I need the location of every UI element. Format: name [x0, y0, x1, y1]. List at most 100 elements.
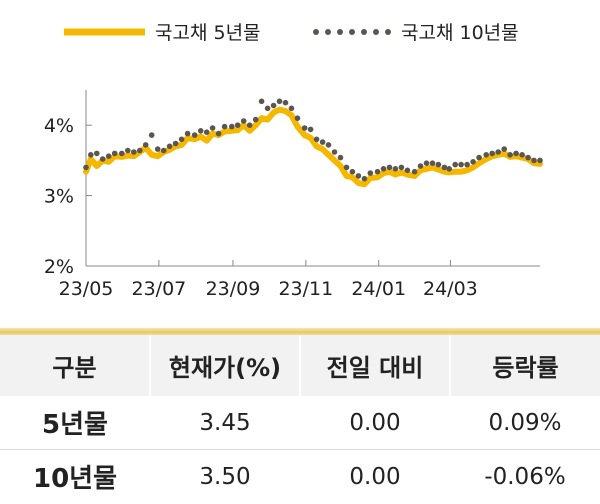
series-point-10y	[197, 128, 204, 134]
series-point-10y	[398, 164, 405, 171]
series-point-10y	[221, 123, 228, 130]
series-point-10y	[83, 164, 89, 171]
series-point-10y	[246, 122, 253, 128]
cell-change-rate: -0.06%	[450, 449, 600, 503]
series-point-10y	[458, 161, 464, 168]
cell-change: 0.00	[349, 409, 401, 436]
series-point-10y	[282, 99, 289, 106]
series-point-10y	[172, 140, 179, 147]
series-point-10y	[270, 102, 277, 109]
series-point-10y	[240, 118, 247, 124]
series-point-10y	[374, 168, 381, 175]
yield-chart: 국고채 5년물 국고채 10년물 2% 3% 4% 23/05 23/07 23/09 2…	[44, 22, 543, 300]
series-point-10y	[137, 147, 143, 154]
series-point-10y	[184, 130, 191, 137]
series-point-10y	[178, 136, 185, 143]
series-point-10y	[111, 150, 118, 157]
cell-change: 0.00	[300, 449, 450, 503]
series-point-10y	[429, 160, 436, 166]
series-point-10y	[367, 170, 374, 176]
series-point-10y	[209, 125, 216, 131]
series-point-10y	[355, 173, 362, 179]
series-point-10y	[148, 132, 155, 138]
x-tick-label: 23/11	[278, 278, 333, 300]
x-tick-label: 24/01	[351, 278, 406, 300]
table-row: 10년물 3.50 0.00 -0.06%	[0, 449, 600, 503]
table-row: 5년물 3.45 0.00 0.09%	[0, 396, 600, 450]
series-point-10y	[119, 150, 125, 157]
series-point-10y	[88, 152, 94, 158]
header-change-rate: 등락률	[449, 335, 600, 396]
series-point-10y	[229, 123, 235, 130]
series-point-10y	[264, 105, 271, 112]
cell-change-rate: 0.09%	[488, 409, 562, 436]
series-point-10y	[452, 161, 459, 168]
series-point-10y	[276, 98, 283, 105]
series-point-10y	[307, 126, 314, 133]
legend-dot	[325, 29, 331, 35]
series-point-10y	[234, 122, 241, 128]
series-point-10y	[203, 129, 210, 135]
series-point-10y	[423, 160, 430, 166]
quote-table: 구분 현재가(%) 전일 대비 등락률 5년물 3.45 0.00 0.09% …	[0, 335, 600, 503]
series-point-10y	[519, 152, 525, 158]
series-point-10y	[501, 146, 508, 152]
series-point-10y	[470, 159, 476, 165]
series-line-5y	[83, 106, 543, 188]
row-label: 5년물	[42, 410, 108, 440]
legend-dot	[337, 29, 343, 35]
table-top-rule	[0, 328, 600, 335]
series-point-10y	[99, 156, 106, 162]
series-point-10y	[386, 164, 393, 171]
series-point-10y	[380, 166, 387, 172]
x-tick-label: 23/07	[131, 278, 186, 300]
series-point-10y	[142, 142, 149, 148]
series-point-10y	[404, 167, 411, 174]
series-point-10y	[441, 164, 448, 171]
y-tick-label: 2%	[44, 256, 74, 278]
header-category: 구분	[0, 335, 150, 396]
legend-dot	[349, 29, 355, 35]
series-point-10y	[435, 161, 442, 168]
x-tick-label: 24/03	[423, 278, 478, 300]
series-point-10y	[325, 142, 332, 148]
series-point-10y	[160, 147, 167, 154]
y-tick-label: 3%	[44, 186, 74, 208]
series-point-10y	[349, 168, 356, 175]
series-point-10y	[154, 146, 161, 152]
row-label: 10년물	[0, 449, 150, 503]
x-tick-label: 23/05	[59, 278, 114, 300]
series-point-10y	[537, 157, 543, 164]
series-layer	[83, 98, 543, 188]
series-point-10y	[331, 149, 338, 155]
chart-legend: 국고채 5년물 국고채 10년물	[64, 22, 519, 44]
series-point-10y	[258, 98, 265, 105]
series-point-10y	[94, 150, 100, 157]
legend-dot	[385, 29, 391, 35]
series-point-10y	[392, 166, 399, 172]
legend-dot	[313, 29, 319, 35]
series-point-10y	[294, 115, 301, 121]
cell-current-price: 3.45	[199, 409, 251, 436]
series-point-10y	[483, 152, 490, 158]
series-point-10y	[476, 154, 482, 161]
x-tick-label: 23/09	[206, 278, 261, 300]
series-point-10y	[313, 136, 320, 143]
legend-dot	[373, 29, 379, 35]
series-point-10y	[525, 154, 531, 161]
series-point-10y	[301, 125, 308, 131]
legend-dot	[361, 29, 367, 35]
y-tick-label: 4%	[44, 115, 74, 137]
series-point-10y	[417, 163, 424, 169]
series-point-10y	[411, 168, 418, 175]
series-point-10y	[361, 175, 368, 182]
series-point-10y	[507, 152, 513, 158]
table-header-row: 구분 현재가(%) 전일 대비 등락률	[0, 335, 600, 396]
legend-dots-10y	[313, 29, 391, 35]
cell-current-price: 3.50	[150, 449, 300, 503]
series-point-10y	[337, 154, 344, 161]
series-point-10y	[288, 105, 295, 112]
legend-label-10y: 국고채 10년물	[401, 22, 519, 44]
series-point-10y	[531, 157, 537, 164]
series-point-10y	[105, 153, 112, 159]
